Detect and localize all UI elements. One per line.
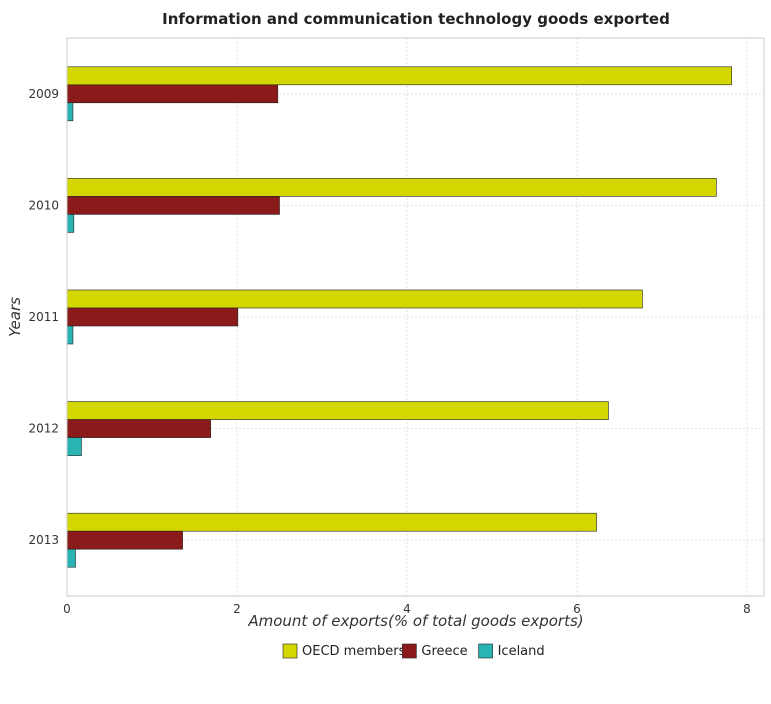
x-tick-label: 0 <box>63 602 71 616</box>
bar-iceland-2012 <box>66 437 82 456</box>
legend-swatch <box>478 643 493 659</box>
x-tick-label: 8 <box>743 602 751 616</box>
bar-greece-2010 <box>66 196 280 215</box>
legend-label: Greece <box>421 644 467 659</box>
legend-label: OECD members <box>302 644 406 659</box>
plot-frame <box>66 37 765 597</box>
bar-greece-2013 <box>66 530 183 550</box>
x-axis-label: Amount of exports(% of total goods expor… <box>247 612 583 630</box>
x-tick-label: 2 <box>233 602 241 616</box>
bar-oecd-members-2012 <box>66 401 609 420</box>
bar-greece-2012 <box>66 419 211 438</box>
legend: OECD members Greece Iceland <box>282 643 545 659</box>
y-tick-label: 2010 <box>28 198 59 212</box>
bar-iceland-2011 <box>66 325 74 345</box>
bar-oecd-members-2011 <box>66 289 643 309</box>
bar-oecd-members-2009 <box>66 66 733 86</box>
ticks: 0 2 4 6 8 2009 2010 2011 2012 2013 <box>28 87 750 616</box>
chart-title: Information and communication technology… <box>162 10 670 28</box>
x-tick-label: 6 <box>573 602 581 616</box>
y-tick-label: 2011 <box>28 310 59 324</box>
bar-iceland-2010 <box>66 214 75 233</box>
bar-greece-2009 <box>66 84 279 104</box>
y-axis-label: Years <box>6 297 24 337</box>
legend-swatch <box>402 643 417 659</box>
legend-label: Iceland <box>498 644 545 659</box>
bars <box>66 66 733 568</box>
y-tick-label: 2013 <box>28 533 59 547</box>
y-tick-label: 2012 <box>28 422 59 436</box>
y-tick-label: 2009 <box>28 87 59 101</box>
bar-iceland-2009 <box>66 102 74 122</box>
x-tick-label: 4 <box>403 602 411 616</box>
bar-iceland-2013 <box>66 548 76 568</box>
bar-oecd-members-2013 <box>66 512 597 532</box>
bar-greece-2011 <box>66 307 239 327</box>
bar-oecd-members-2010 <box>66 178 717 197</box>
legend-swatch <box>282 643 298 659</box>
